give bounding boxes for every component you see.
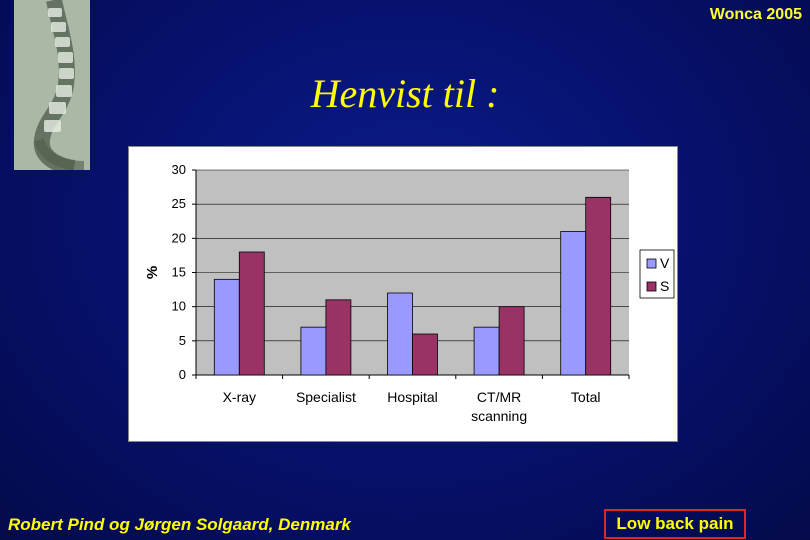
x-tick-label: X-ray (223, 389, 256, 405)
topic-badge: Low back pain (604, 509, 746, 539)
y-tick-label: 5 (179, 333, 186, 348)
legend-swatch-V (646, 258, 657, 269)
x-tick-label: Hospital (387, 389, 438, 405)
bar-chart: 0 5 10 15 20 25 30 X-ray Specialist Hospital CT/MR… (128, 146, 678, 442)
topic-label: Low back pain (616, 514, 734, 533)
y-tick-label: 15 (172, 265, 186, 280)
y-tick-label: 30 (172, 162, 186, 177)
conference-label: Wonca 2005 (709, 6, 802, 23)
bar-S (238, 251, 265, 376)
bar-V (473, 326, 500, 376)
y-tick-label: 10 (172, 299, 186, 314)
chart-svg: 0 5 10 15 20 25 30 X-ray Specialist Hospital CT/MR… (144, 162, 675, 424)
spine-xray-image (14, 0, 90, 170)
y-tick-label: 0 (179, 367, 186, 382)
legend-label-S: S (660, 278, 669, 294)
x-tick-label: Specialist (296, 389, 356, 405)
bar-S (585, 196, 612, 376)
bar-S (325, 299, 352, 376)
bar-V (300, 326, 327, 376)
x-tick-label: scanning (471, 408, 527, 424)
bar-S (498, 306, 525, 376)
y-tick-label: 25 (172, 196, 186, 211)
y-axis-label: % (144, 266, 161, 279)
y-tick-label: 20 (172, 230, 186, 245)
legend-swatch-S (646, 281, 657, 292)
bar-S (412, 333, 438, 376)
slide-title: Henvist til : (310, 71, 500, 116)
x-tick-label: Total (571, 389, 601, 405)
x-tick-label: CT/MR (477, 389, 521, 405)
legend-box (639, 249, 675, 299)
bar-V (387, 292, 413, 376)
legend-label-V: V (660, 255, 670, 271)
author-credit: Robert Pind og Jørgen Solgaard, Denmark (8, 515, 351, 534)
bar-V (213, 278, 240, 376)
bar-V (560, 231, 587, 376)
